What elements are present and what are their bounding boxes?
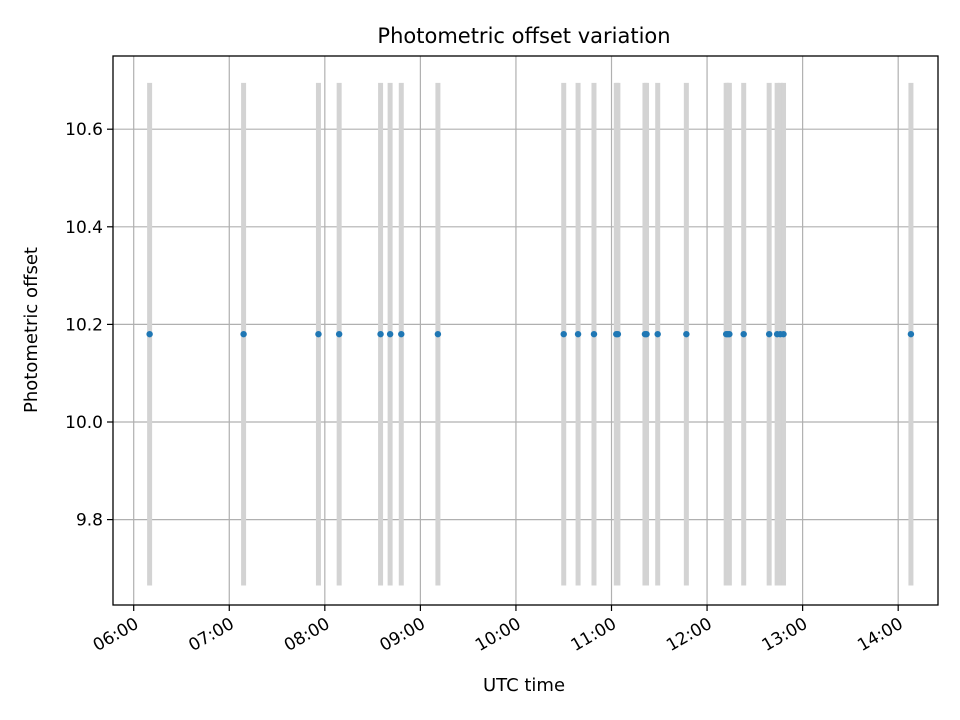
data-point	[146, 330, 153, 338]
x-axis-label: UTC time	[483, 675, 565, 696]
data-point	[377, 330, 384, 338]
y-axis-ticks: 9.8 10.0 10.2 10.4 10.6	[65, 120, 113, 531]
grid-lines	[113, 56, 938, 605]
data-point	[315, 330, 322, 338]
y-tick-label: 10.6	[65, 120, 103, 140]
data-point	[643, 330, 650, 338]
data-point	[614, 330, 622, 338]
data-point	[654, 330, 661, 338]
data-point	[726, 330, 733, 338]
data-points	[146, 330, 915, 338]
data-point	[590, 330, 598, 338]
y-tick-label: 10.0	[65, 413, 103, 433]
data-point	[740, 330, 747, 338]
data-point	[907, 330, 915, 338]
data-point	[780, 330, 787, 338]
data-point	[434, 330, 442, 338]
y-tick-label: 10.4	[65, 218, 103, 238]
data-point	[560, 330, 567, 338]
data-point	[335, 330, 343, 338]
data-point	[240, 330, 247, 338]
y-tick-label: 9.8	[76, 511, 103, 531]
chart-title: Photometric offset variation	[377, 24, 670, 48]
data-point	[386, 330, 394, 338]
data-point	[683, 330, 690, 338]
y-axis-label: Photometric offset	[21, 247, 42, 413]
y-tick-label: 10.2	[65, 315, 103, 335]
data-point	[765, 330, 773, 338]
data-point	[398, 330, 405, 338]
plot-frame	[112, 55, 939, 606]
data-point	[574, 330, 582, 338]
